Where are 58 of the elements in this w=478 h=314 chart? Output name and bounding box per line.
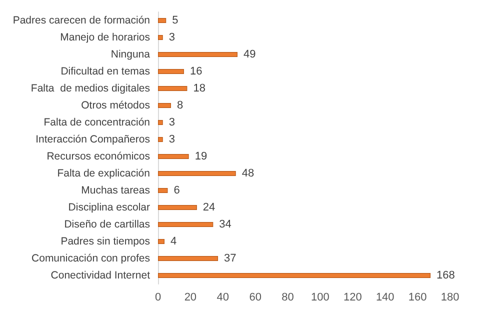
x-tick-label: 60 [249, 292, 262, 304]
data-label: 24 [202, 202, 216, 214]
bar [158, 239, 164, 244]
bar [158, 273, 431, 278]
data-label: 16 [190, 66, 202, 78]
y-tick-label: Padres carecen de formación [12, 14, 150, 26]
bar [158, 69, 184, 74]
y-tick-label: Otros métodos [81, 100, 150, 112]
data-label: 168 [436, 270, 455, 282]
bar [158, 120, 163, 125]
bar [158, 154, 189, 159]
x-tick-label: 100 [311, 292, 330, 304]
y-tick-label: Falta de medios digitales [30, 82, 150, 94]
data-label: 49 [243, 48, 256, 60]
y-tick-label: Interacción Compañeros [36, 134, 150, 146]
data-label: 3 [168, 116, 175, 128]
y-tick-label: Manejo de horarios [60, 32, 150, 44]
x-tick-label: 120 [343, 292, 362, 304]
bar [158, 137, 163, 142]
bar [158, 256, 218, 261]
x-tick-label: 80 [282, 292, 294, 304]
x-tick-label: 40 [216, 292, 230, 304]
y-tick-label: Falta de concentración [44, 116, 150, 128]
bar [158, 188, 168, 193]
data-label: 6 [174, 184, 180, 196]
y-tick-label: Muchas tareas [81, 184, 150, 196]
data-label: 4 [170, 236, 177, 248]
y-tick-label: Diseño de cartillas [64, 218, 150, 230]
bar [158, 171, 236, 176]
y-tick-label: Falta de explicación [57, 168, 150, 180]
x-tick-label: 140 [376, 292, 394, 304]
data-label: 34 [219, 218, 232, 230]
data-label: 3 [168, 134, 175, 146]
bar [158, 205, 197, 210]
y-tick-label: Comunicación con profes [32, 252, 150, 264]
data-label: 3 [168, 32, 175, 44]
data-label: 48 [242, 168, 254, 180]
bar [158, 52, 238, 57]
bar [158, 18, 166, 23]
bar [158, 222, 214, 227]
bar [158, 86, 188, 91]
y-tick-label: Conectividad Internet [50, 270, 150, 282]
bar [158, 35, 163, 40]
data-label: 8 [176, 100, 184, 112]
data-label: 18 [193, 82, 206, 94]
y-tick-label: Dificultad en temas [60, 66, 150, 78]
data-label: 5 [172, 14, 178, 26]
x-tick-label: 160 [408, 292, 427, 304]
x-tick-label: 20 [184, 292, 197, 304]
y-tick-label: Ninguna [110, 48, 150, 60]
y-tick-label: Recursos económicos [46, 150, 150, 162]
x-tick-label: 180 [440, 292, 460, 304]
data-label: 19 [194, 150, 208, 162]
data-label: 37 [224, 252, 236, 264]
x-tick-label: 0 [154, 292, 162, 304]
y-tick-label: Disciplina escolar [68, 202, 150, 214]
y-tick-label: Padres sin tiempos [60, 236, 150, 248]
bar [158, 103, 171, 108]
